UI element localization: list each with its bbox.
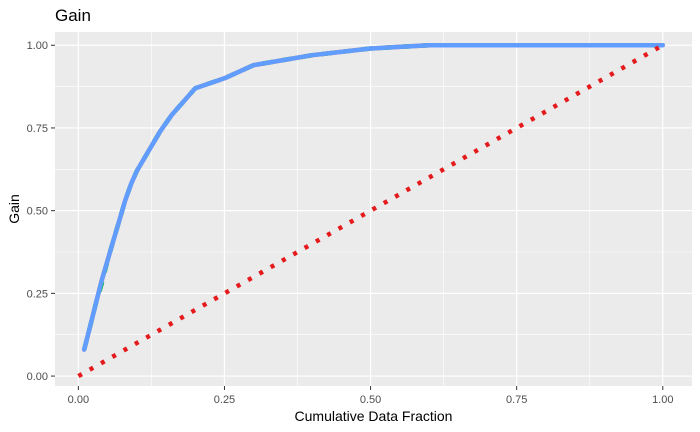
series-line-4 — [77, 43, 664, 379]
x-axis-label: Cumulative Data Fraction — [295, 408, 453, 424]
y-tick-label: 0.75 — [27, 123, 48, 135]
series-line-3 — [81, 42, 666, 352]
x-tick-label: 1.00 — [652, 394, 673, 406]
x-axis-ticks: 0.00 0.25 0.50 0.75 1.00 — [68, 386, 673, 406]
series-lines — [77, 42, 666, 379]
y-axis-label: Gain — [6, 194, 22, 224]
x-tick-label: 0.00 — [68, 394, 89, 406]
y-axis-ticks: 0.00 0.25 0.50 0.75 1.00 — [27, 40, 55, 383]
minor-gridlines — [55, 32, 692, 386]
y-tick-label: 0.25 — [27, 288, 48, 300]
y-tick-label: 0.00 — [27, 371, 48, 383]
chart-title: Gain — [55, 6, 91, 25]
x-tick-label: 0.25 — [214, 394, 235, 406]
x-tick-label: 0.50 — [360, 394, 381, 406]
x-tick-label: 0.75 — [506, 394, 527, 406]
y-tick-label: 1.00 — [27, 40, 48, 52]
y-tick-label: 0.50 — [27, 206, 48, 218]
